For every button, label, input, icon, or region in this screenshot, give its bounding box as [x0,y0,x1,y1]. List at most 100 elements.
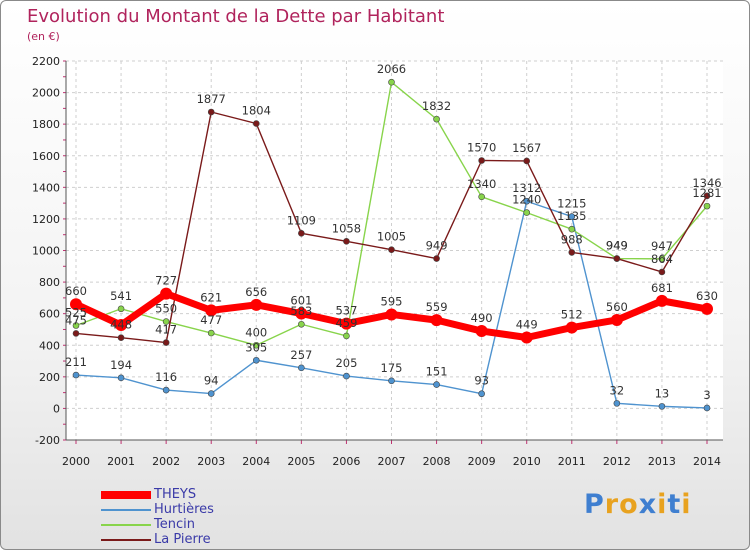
data-point [117,374,125,382]
logo-letter: t [667,489,682,520]
data-point [205,304,218,317]
data-point [568,249,576,256]
data-point [523,209,531,216]
data-point [298,229,305,237]
data-point [252,120,260,127]
data-label: 512 [561,308,583,322]
legend-swatch [101,509,151,511]
y-tick-label: -200 [35,434,60,447]
data-point [252,356,260,364]
data-point [703,192,711,200]
data-point [340,317,353,330]
data-label: 1570 [467,140,496,154]
data-label: 550 [155,302,177,316]
data-point [430,314,443,327]
data-label: 194 [110,358,132,372]
legend-item: Hurtières [101,502,361,517]
data-label: 305 [245,340,267,354]
data-label: 949 [606,239,628,253]
data-label: 490 [471,311,493,325]
data-label: 988 [561,232,583,246]
data-label: 1804 [242,104,271,118]
data-point [658,255,666,263]
data-point [433,115,440,123]
data-label: 1832 [422,99,451,113]
data-label: 13 [655,386,670,400]
data-label: 560 [606,300,628,314]
data-point [523,157,531,165]
chart-title: Evolution du Montant de la Dette par Hab… [27,6,445,27]
data-label: 1340 [467,177,496,191]
data-label: 681 [651,281,673,295]
data-point [298,364,305,372]
logo-letter: i [681,489,692,520]
x-tick-label: 2012 [603,455,631,468]
data-label: 257 [290,348,312,362]
data-label: 949 [426,239,448,253]
legend-label: La Pierre [154,532,211,547]
data-point [388,246,395,254]
data-label: 947 [651,239,673,253]
data-point [613,255,621,262]
data-label: 448 [110,318,132,332]
data-label: 2066 [377,62,406,76]
logo-letter: x [638,489,658,520]
data-point [72,371,80,379]
x-tick-label: 2010 [513,455,541,468]
data-label: 205 [335,356,357,370]
proxiti-logo: Proxiti [584,489,692,520]
data-point [475,325,488,338]
data-point [658,403,666,410]
data-label: 541 [110,289,132,303]
logo-letter: o [619,489,639,520]
y-tick-label: 2200 [32,55,60,68]
y-tick-label: 1800 [32,118,60,131]
legend-item: Tencin [101,517,361,532]
x-tick-label: 2005 [287,455,315,468]
data-label: 32 [610,383,625,397]
data-point [701,302,713,315]
data-point [207,329,215,337]
legend-swatch [101,524,151,526]
legend-label: Hurtières [154,502,214,517]
data-label: 583 [290,304,312,318]
y-tick-label: 2000 [32,87,60,100]
data-label: 475 [65,313,87,327]
legend-swatch [101,539,151,541]
data-label: 211 [65,355,87,369]
data-label: 459 [335,316,357,330]
data-label: 417 [155,323,177,337]
x-tick-label: 2004 [242,455,270,468]
data-point [565,321,578,334]
data-point [252,341,260,349]
data-point [162,386,170,394]
y-tick-label: 400 [39,339,60,352]
data-point [478,157,485,164]
legend-label: Tencin [154,517,195,532]
x-tick-label: 2013 [648,455,676,468]
data-label: 601 [290,294,312,308]
data-label: 864 [651,252,673,266]
data-label: 400 [245,325,267,339]
data-label: 525 [65,306,87,320]
data-label: 1240 [512,193,541,207]
data-label: 630 [696,289,718,303]
x-tick-label: 2009 [468,455,496,468]
data-point [703,404,711,412]
data-point [298,320,305,328]
data-point [520,331,533,344]
data-label: 727 [155,274,177,288]
data-label: 656 [245,285,267,299]
data-label: 1281 [692,186,721,200]
data-point [343,238,350,245]
logo-letter: P [584,489,605,520]
data-point [610,313,623,326]
data-point [703,202,711,210]
data-label: 1877 [197,92,226,106]
y-tick-label: 800 [39,276,60,289]
data-point [478,390,485,398]
data-label: 595 [381,294,403,308]
data-label: 949 [606,239,628,253]
x-tick-label: 2003 [197,455,225,468]
